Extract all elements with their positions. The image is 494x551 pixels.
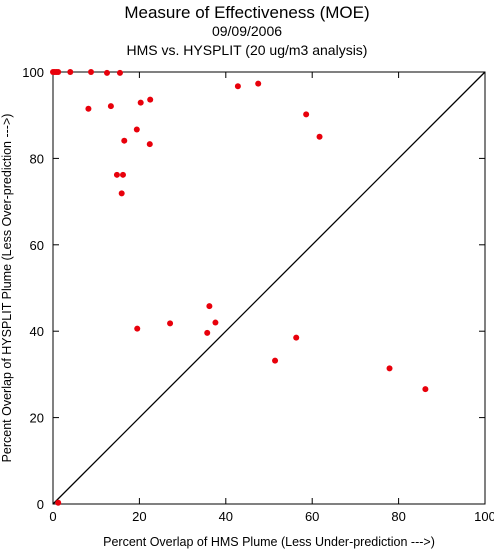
data-point [88, 69, 95, 75]
chart-title: Measure of Effectiveness (MOE) [124, 3, 369, 22]
data-point [113, 171, 120, 178]
data-point [386, 365, 393, 372]
data-point [303, 111, 310, 118]
data-point [316, 133, 323, 140]
y-tick-label: 0 [37, 497, 44, 512]
data-point [212, 319, 219, 326]
x-tick-label: 20 [132, 509, 146, 524]
y-axis-ticks: 0 20 40 60 80 100 [22, 65, 485, 512]
data-point [206, 303, 213, 310]
data-points [50, 69, 429, 506]
data-point [67, 69, 74, 75]
y-axis-label: Percent Overlap of HYSPLIT Plume (Less O… [0, 114, 14, 463]
data-point [167, 320, 174, 327]
x-axis-ticks: 0 20 40 60 80 100 [49, 72, 494, 524]
data-point [293, 334, 300, 341]
x-axis-label: Percent Overlap of HMS Plume (Less Under… [103, 535, 435, 549]
data-point [204, 329, 211, 336]
data-point [137, 99, 144, 106]
data-point [255, 80, 262, 87]
y-tick-label: 100 [22, 65, 44, 80]
y-tick-label: 20 [30, 411, 44, 426]
x-tick-label: 100 [474, 509, 494, 524]
chart-subtitle-date: 09/09/2006 [212, 23, 282, 39]
y-tick-label: 80 [30, 151, 44, 166]
data-point [234, 83, 241, 90]
data-point [116, 69, 123, 76]
data-point [119, 171, 126, 178]
data-point [134, 325, 141, 332]
data-point [104, 69, 110, 76]
chart-subtitle-comparison: HMS vs. HYSPLIT (20 ug/m3 analysis) [127, 42, 368, 58]
data-point [55, 69, 62, 75]
y-tick-label: 60 [30, 238, 44, 253]
data-point [422, 386, 429, 393]
data-point [146, 141, 153, 148]
x-tick-label: 60 [305, 509, 319, 524]
data-point [121, 137, 128, 144]
data-point [118, 190, 125, 197]
plot-frame [52, 71, 486, 505]
x-tick-label: 0 [49, 509, 56, 524]
x-tick-label: 40 [219, 509, 233, 524]
y-tick-label: 40 [30, 324, 44, 339]
data-point [107, 103, 114, 110]
data-point [147, 96, 154, 103]
reference-diagonal-line [52, 71, 486, 505]
data-point [133, 126, 140, 133]
data-point [55, 499, 62, 506]
data-point [85, 105, 92, 112]
x-tick-label: 80 [391, 509, 405, 524]
data-point [272, 357, 279, 364]
